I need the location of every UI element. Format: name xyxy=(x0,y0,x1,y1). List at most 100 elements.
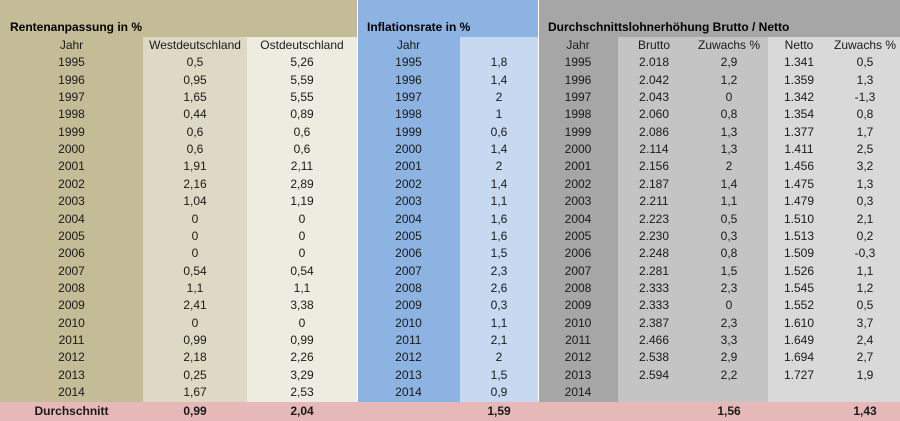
table-cell: 2006 xyxy=(395,246,422,261)
table-cell: 0,8 xyxy=(720,107,738,122)
column-header: Westdeutschland xyxy=(149,38,241,52)
table-cell: 2.333 xyxy=(638,298,670,313)
table-cell: 2013 xyxy=(564,367,592,382)
footer-background xyxy=(0,402,900,421)
table-cell: 0 xyxy=(191,246,199,261)
table-cell: 2,18 xyxy=(183,350,207,365)
group-separator xyxy=(538,0,539,402)
table-cell: 2006 xyxy=(58,246,85,261)
table-cell: 0 xyxy=(191,315,199,330)
table-cell: 2005 xyxy=(564,228,592,243)
table-cell: 0,5 xyxy=(720,211,738,226)
table-cell: 2,3 xyxy=(720,315,738,330)
table-cell: 2,3 xyxy=(490,263,508,278)
table-cell: 1,5 xyxy=(490,367,508,382)
table-cell: 2,1 xyxy=(490,332,508,347)
table-cell: 0,8 xyxy=(720,246,738,261)
table-cell: 0 xyxy=(725,90,733,105)
table-cell: 0,99 xyxy=(183,332,207,347)
column-header: Zuwachs % xyxy=(833,38,897,52)
table-cell: 2.248 xyxy=(638,246,670,261)
table-cell: 0 xyxy=(298,228,306,243)
table-cell: 2004 xyxy=(564,211,592,226)
table-cell: 1,1 xyxy=(720,194,738,209)
table-cell: 0,44 xyxy=(183,107,207,122)
table-cell: 0,54 xyxy=(290,263,314,278)
table-cell: 1.475 xyxy=(783,176,815,191)
table-cell: 2004 xyxy=(395,211,422,226)
table-cell: 2001 xyxy=(58,159,85,174)
table-cell: 1.545 xyxy=(783,280,815,295)
table-cell: 2,9 xyxy=(720,350,738,365)
table-cell: 1,4 xyxy=(490,142,508,157)
table-cell: 2011 xyxy=(565,332,591,347)
table-cell: 0,95 xyxy=(183,72,207,87)
table-cell: 1,5 xyxy=(490,246,508,261)
table-cell: 2002 xyxy=(564,176,592,191)
table-cell: -0,3 xyxy=(854,246,876,261)
table-cell: 2000 xyxy=(58,142,85,157)
table-cell: 2000 xyxy=(395,142,422,157)
table-cell: 2012 xyxy=(395,350,422,365)
table-cell: 1999 xyxy=(58,124,85,139)
table-cell: 3,29 xyxy=(290,367,314,382)
table-cell: 2.230 xyxy=(638,228,670,243)
table-cell: 3,38 xyxy=(290,298,314,313)
table-cell: 1,2 xyxy=(720,72,738,87)
column-background xyxy=(460,37,538,402)
table-cell: 1,9 xyxy=(856,367,874,382)
table-cell: 2.281 xyxy=(638,263,670,278)
table-cell: 2014 xyxy=(564,385,592,399)
table-cell: 0,25 xyxy=(183,367,207,382)
column-background xyxy=(830,37,900,402)
table-cell: 2007 xyxy=(395,263,422,278)
column-background xyxy=(247,37,357,402)
group-header-background xyxy=(538,0,900,37)
table-cell: 2005 xyxy=(58,228,85,243)
column-background xyxy=(357,37,460,402)
table-cell: 2000 xyxy=(564,142,592,157)
table-cell: 1,3 xyxy=(720,142,738,157)
table-cell: 2,16 xyxy=(183,176,207,191)
table-cell: 0,5 xyxy=(856,298,874,313)
table-cell: 0,89 xyxy=(290,107,314,122)
table-cell: 1,1 xyxy=(490,194,508,209)
table-cell: 1995 xyxy=(58,55,85,70)
column-header: Ostdeutschland xyxy=(260,38,344,52)
table-cell: 1.727 xyxy=(783,367,815,382)
table-cell: 1.610 xyxy=(783,315,815,330)
table-cell: 2,9 xyxy=(720,55,738,70)
table-cell: 1.479 xyxy=(783,194,815,209)
table-cell: 1.649 xyxy=(783,332,815,347)
table-cell: 2.333 xyxy=(638,280,670,295)
group-header-background xyxy=(0,0,357,37)
table-cell: 1995 xyxy=(395,55,422,70)
table-cell: 1996 xyxy=(395,72,422,87)
table-cell: 0,6 xyxy=(490,124,508,139)
table-cell: 2009 xyxy=(395,298,422,313)
table-cell: 2001 xyxy=(564,159,592,174)
table-cell: 2014 xyxy=(395,385,422,399)
table-cell: 2.211 xyxy=(639,194,669,209)
table-cell: 2003 xyxy=(395,194,422,209)
table-cell: 0,3 xyxy=(490,298,508,313)
table-cell: 0,9 xyxy=(490,385,508,399)
table-cell: 2007 xyxy=(58,263,85,278)
footer-cell: 0,99 xyxy=(183,404,207,418)
table-cell: 2 xyxy=(495,90,503,105)
table-cell: 5,55 xyxy=(290,90,314,105)
table-cell: 1,3 xyxy=(856,72,874,87)
table-cell: 0,2 xyxy=(856,228,874,243)
table-cell: 2.060 xyxy=(638,107,670,122)
group-title: Rentenanpassung in % xyxy=(10,20,143,34)
table-cell: 0,5 xyxy=(186,55,204,70)
column-background xyxy=(143,37,247,402)
group-title: Inflationsrate in % xyxy=(367,20,471,34)
table-cell: 1,6 xyxy=(490,211,508,226)
table-cell: 2008 xyxy=(395,280,422,295)
table-cell: 2008 xyxy=(58,280,85,295)
table-cell: 5,26 xyxy=(290,55,314,70)
table-cell: 1,2 xyxy=(856,280,874,295)
table-cell: 1.510 xyxy=(783,211,815,226)
table-cell: 1.456 xyxy=(783,159,815,174)
